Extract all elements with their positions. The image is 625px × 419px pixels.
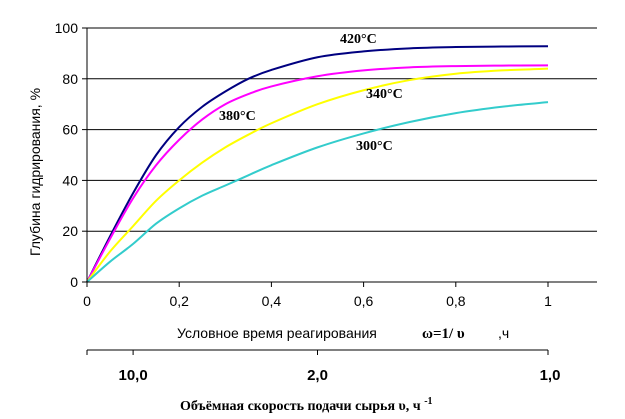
series-line-0 xyxy=(86,45,549,283)
secondary-axis-title: Объёмная скорость подачи сырья υ, ч -1 xyxy=(180,396,433,414)
y-axis-title: Глубина гидрирования, % xyxy=(27,88,43,256)
series-lines xyxy=(86,45,549,283)
series-label-3: 300°C xyxy=(356,139,393,154)
series-line-3 xyxy=(86,101,549,283)
x-tick-label-0: 0 xyxy=(83,293,91,309)
x-tick-label-2: 0,4 xyxy=(262,293,282,309)
series-line-2 xyxy=(86,67,549,283)
y-tick-label-0: 0 xyxy=(70,274,78,290)
x-tick-label-4: 0,8 xyxy=(446,293,466,309)
x-tick-label-1: 0,2 xyxy=(169,293,189,309)
series-line-1 xyxy=(86,64,549,283)
x-tick-label-5: 1 xyxy=(544,293,552,309)
tick-labels: 0 20 40 60 80 100 0 0,2 0,4 0,6 0,8 1 xyxy=(55,20,552,309)
secondary-axis-title-superscript: -1 xyxy=(424,396,432,407)
series-label-0: 420°C xyxy=(340,32,377,47)
x-tick-label-3: 0,6 xyxy=(354,293,374,309)
x-axis-unit: ,ч xyxy=(498,325,509,341)
secondary-tick-label-0: 10,0 xyxy=(118,367,147,384)
gridlines xyxy=(87,27,597,232)
x-axis-formula: ω=1/ υ xyxy=(422,326,465,342)
secondary-axis: 10,0 2,0 1,0 xyxy=(86,349,561,384)
y-tick-label-5: 100 xyxy=(55,20,79,36)
secondary-tick-label-2: 1,0 xyxy=(540,367,561,384)
secondary-axis-title-text: Объёмная скорость подачи сырья υ, ч xyxy=(180,399,421,414)
y-tick-label-4: 80 xyxy=(62,71,78,87)
secondary-tick-label-1: 2,0 xyxy=(307,367,328,384)
axes xyxy=(86,28,597,283)
y-tick-label-1: 20 xyxy=(62,223,78,239)
y-tick-label-2: 40 xyxy=(62,172,78,188)
series-label-1: 380°C xyxy=(219,109,256,124)
x-axis-title: Условное время реагирования xyxy=(177,325,377,341)
series-labels: 420°C 380°C 340°C 300°C xyxy=(219,32,403,154)
series-label-2: 340°C xyxy=(366,87,403,102)
y-tick-label-3: 60 xyxy=(62,122,78,138)
